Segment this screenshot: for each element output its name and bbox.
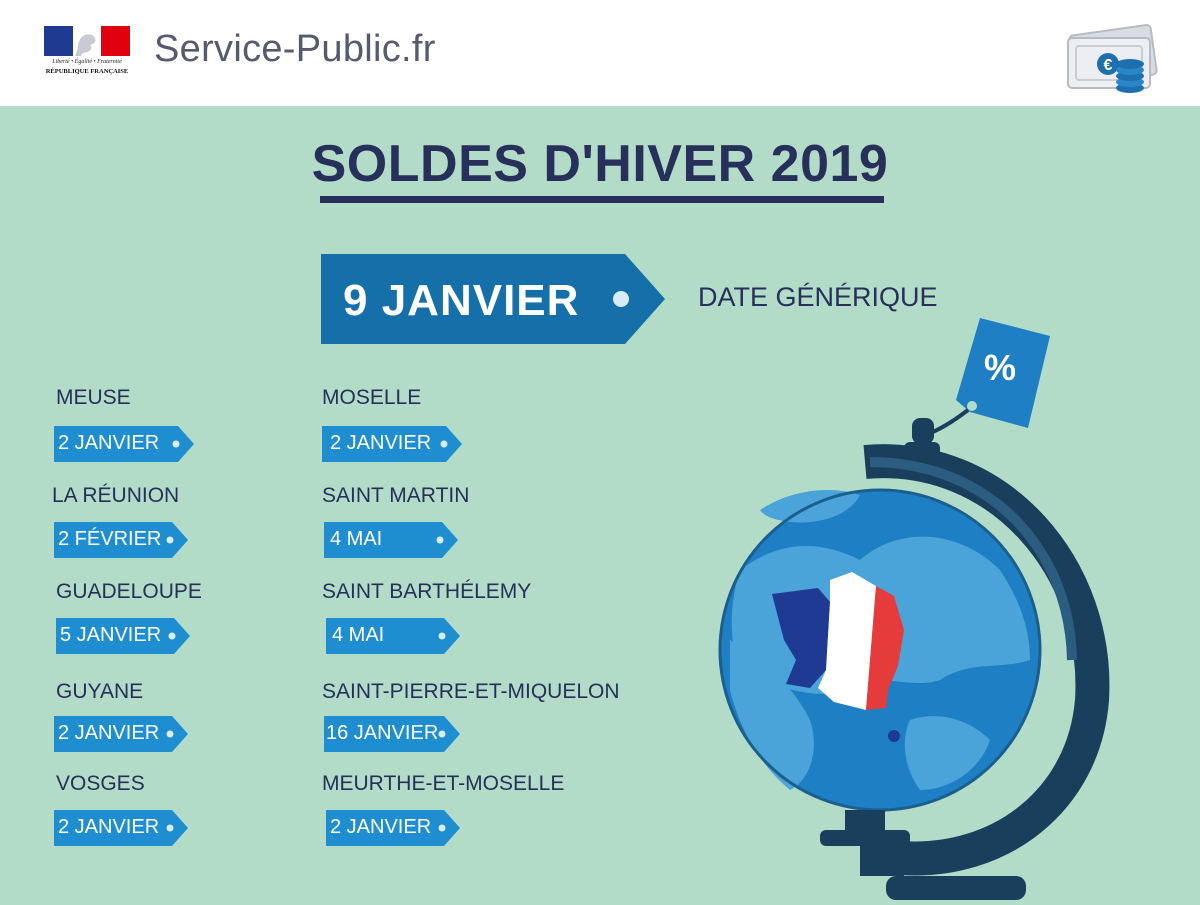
- globe-icon: %: [700, 310, 1120, 900]
- region-name-saint-pierre-et-miquelon: SAINT-PIERRE-ET-MIQUELON: [322, 680, 620, 703]
- date-tag-guadeloupe: 5 JANVIER: [56, 618, 190, 654]
- tricolor-flag-icon: [44, 26, 130, 56]
- date-tag-saint-martin: 4 MAI: [324, 522, 458, 558]
- date-text-guyane: 2 JANVIER: [58, 722, 160, 744]
- republic-text: RÉPUBLIQUE FRANÇAISE: [45, 68, 129, 75]
- svg-text:€: €: [1104, 57, 1113, 74]
- date-text-la-reunion: 2 FÉVRIER: [58, 528, 162, 550]
- region-name-moselle: MOSELLE: [322, 386, 422, 409]
- region-name-guadeloupe: GUADELOUPE: [56, 580, 202, 603]
- percent-tag-text: %: [984, 347, 1016, 388]
- date-tag-moselle: 2 JANVIER: [322, 426, 462, 462]
- date-text-saint-martin: 4 MAI: [330, 528, 383, 550]
- date-text-moselle: 2 JANVIER: [330, 432, 432, 454]
- region-name-guyane: GUYANE: [56, 680, 144, 703]
- date-tag-guyane: 2 JANVIER: [54, 716, 188, 752]
- date-text-meurthe-et-moselle: 2 JANVIER: [330, 816, 432, 838]
- france-map-icon: [772, 572, 904, 742]
- region-name-meuse: MEUSE: [56, 386, 131, 409]
- date-tag-saint-pierre-et-miquelon: 16 JANVIER: [324, 716, 460, 752]
- date-text-meuse: 2 JANVIER: [58, 432, 160, 454]
- marianne-logo[interactable]: Liberté • Égalité • Fraternité RÉPUBLIQU…: [44, 26, 130, 80]
- page-title: SOLDES D'HIVER 2019: [311, 135, 889, 193]
- percent-tag-icon: %: [924, 318, 1050, 437]
- main-date-text: 9 JANVIER: [343, 276, 580, 325]
- date-text-saint-pierre-et-miquelon: 16 JANVIER: [326, 722, 439, 744]
- title-underline: [320, 196, 884, 203]
- generic-date-label: DATE GÉNÉRIQUE: [698, 282, 938, 312]
- site-title[interactable]: Service-Public.fr: [154, 28, 436, 70]
- date-tag-vosges: 2 JANVIER: [54, 810, 188, 846]
- region-name-vosges: VOSGES: [56, 772, 145, 795]
- banknote-coins-icon: €: [1064, 24, 1164, 94]
- date-text-saint-barthelemy: 4 MAI: [332, 624, 385, 646]
- date-text-guadeloupe: 5 JANVIER: [60, 624, 162, 646]
- region-name-saint-barthelemy: SAINT BARTHÉLEMY: [322, 580, 532, 603]
- motto-text: Liberté • Égalité • Fraternité: [52, 59, 122, 65]
- region-name-saint-martin: SAINT MARTIN: [322, 484, 470, 507]
- date-tag-saint-barthelemy: 4 MAI: [326, 618, 460, 654]
- header-bar: Liberté • Égalité • Fraternité RÉPUBLIQU…: [0, 0, 1200, 106]
- date-tag-meurthe-et-moselle: 2 JANVIER: [326, 810, 460, 846]
- date-tag-la-reunion: 2 FÉVRIER: [54, 522, 188, 558]
- main-date-tag: 9 JANVIER: [321, 254, 665, 344]
- date-text-vosges: 2 JANVIER: [58, 816, 160, 838]
- region-name-la-reunion: LA RÉUNION: [52, 484, 180, 507]
- region-name-meurthe-et-moselle: MEURTHE-ET-MOSELLE: [322, 772, 565, 795]
- date-tag-meuse: 2 JANVIER: [54, 426, 194, 462]
